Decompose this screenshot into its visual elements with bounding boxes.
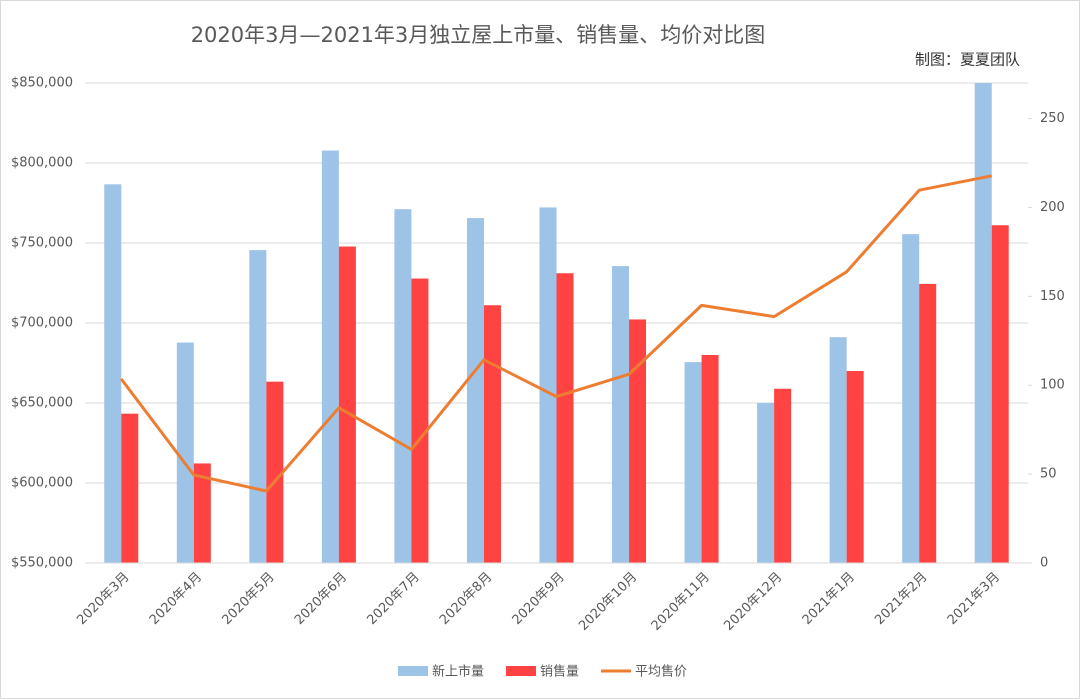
bar xyxy=(902,234,920,563)
legend-label: 新上市量 xyxy=(432,664,484,680)
chart-title: 2020年3月—2021年3月独立屋上市量、销售量、均价对比图 xyxy=(191,23,766,47)
y-tick-label: $650,000 xyxy=(11,396,73,411)
line-series xyxy=(120,174,993,493)
legend-label: 销售量 xyxy=(540,664,579,680)
bar xyxy=(104,184,122,564)
y2-tick-label: 0 xyxy=(1040,556,1048,571)
y-tick-label: $750,000 xyxy=(11,236,73,251)
bar xyxy=(991,225,1009,563)
bar xyxy=(974,83,992,563)
y-tick-label: $600,000 xyxy=(11,476,73,491)
bar xyxy=(411,278,429,563)
bar xyxy=(919,283,937,563)
bar xyxy=(121,413,139,563)
bar xyxy=(629,319,647,563)
y2-tick-label: 100 xyxy=(1040,378,1065,393)
bar xyxy=(556,273,574,563)
legend-label: 平均售价 xyxy=(635,664,687,680)
bar xyxy=(266,381,284,563)
bar xyxy=(612,266,630,563)
bar xyxy=(846,371,864,563)
bar xyxy=(321,150,339,564)
bar xyxy=(539,207,557,563)
y2-tick-label: 150 xyxy=(1040,289,1065,304)
bar xyxy=(701,355,719,563)
y-tick-label: $800,000 xyxy=(11,156,73,171)
y-tick-label: $550,000 xyxy=(11,556,73,571)
y2-tick-label: 50 xyxy=(1040,467,1057,482)
bar xyxy=(394,209,412,563)
bar xyxy=(193,463,211,563)
bar xyxy=(338,246,356,564)
bar xyxy=(483,305,501,563)
bar xyxy=(684,362,702,563)
bar xyxy=(774,388,792,563)
bar xyxy=(757,403,775,563)
bar xyxy=(466,218,484,563)
bar xyxy=(176,342,194,563)
y2-tick-label: 200 xyxy=(1040,200,1065,215)
legend-swatch xyxy=(506,666,537,676)
annotation: 制图：夏夏团队 xyxy=(915,51,1020,69)
y-tick-label: $850,000 xyxy=(11,76,73,91)
legend-swatch xyxy=(398,666,428,676)
y2-tick-label: 250 xyxy=(1040,111,1065,126)
bar xyxy=(829,337,847,563)
y-tick-label: $700,000 xyxy=(11,316,73,331)
bar xyxy=(249,250,267,563)
